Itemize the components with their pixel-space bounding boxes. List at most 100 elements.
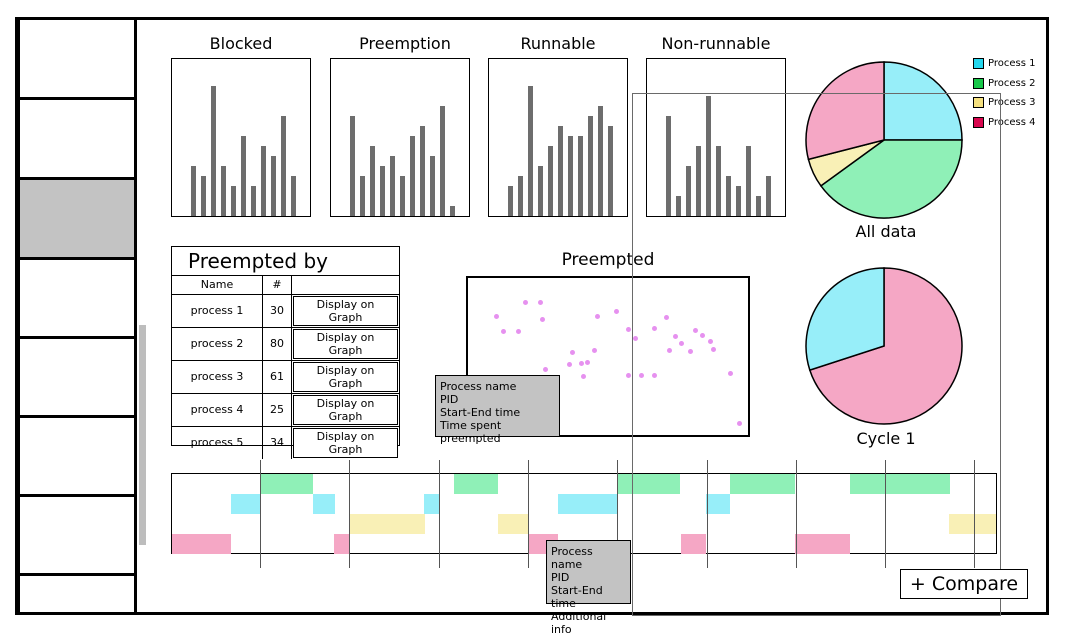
histogram-bar [766, 176, 771, 216]
histogram-bar [271, 156, 276, 216]
preempted-by-title: Preempted by [172, 247, 399, 276]
scatter-point[interactable] [592, 348, 597, 353]
scatter-point[interactable] [626, 327, 631, 332]
scatter-point[interactable] [570, 350, 575, 355]
histogram-bar [241, 136, 246, 216]
scatter-point[interactable] [673, 334, 678, 339]
row-action: Display on Graph [291, 293, 399, 328]
sidebar-scrollbar[interactable] [139, 325, 146, 545]
scatter-point[interactable] [664, 315, 669, 320]
pie-slice[interactable] [819, 139, 963, 219]
timeline-segment[interactable] [334, 534, 349, 554]
scatter-point[interactable] [688, 349, 693, 354]
pie-slice[interactable] [805, 267, 885, 372]
timeline-segment[interactable] [949, 514, 996, 534]
scatter-point[interactable] [667, 348, 672, 353]
scatter-point[interactable] [540, 317, 545, 322]
chart-nonrunnable[interactable] [646, 58, 786, 217]
histogram-bar [231, 186, 236, 216]
histogram-bar [598, 106, 603, 216]
pie-all-data[interactable] [804, 60, 966, 220]
timeline-tooltip: Process name PID Start-End time Addition… [546, 540, 631, 636]
timeline-tick [439, 460, 440, 568]
pie-cycle-1[interactable] [804, 266, 966, 428]
histogram-bar [726, 176, 731, 216]
timeline-segment[interactable] [313, 494, 335, 514]
scatter-point[interactable] [633, 336, 638, 341]
col-header-count: # [262, 276, 292, 295]
scatter-point[interactable] [652, 326, 657, 331]
legend-swatch-1 [973, 58, 984, 69]
row-name: process 2 [172, 326, 263, 361]
scatter-point[interactable] [543, 367, 548, 372]
timeline-segment[interactable] [850, 474, 950, 494]
sidebar-item-5[interactable] [17, 336, 137, 418]
row-name: process 5 [172, 425, 263, 459]
histogram-bar [261, 146, 266, 216]
timeline-segment[interactable] [454, 474, 498, 494]
row-count: 34 [262, 425, 292, 459]
scatter-point[interactable] [523, 300, 528, 305]
scatter-point[interactable] [494, 314, 499, 319]
pie-slice[interactable] [883, 61, 963, 141]
pie-slice[interactable] [805, 61, 885, 161]
scatter-point[interactable] [711, 347, 716, 352]
scatter-point[interactable] [700, 333, 705, 338]
sidebar-item-6[interactable] [17, 415, 137, 497]
timeline-segment[interactable] [172, 534, 231, 554]
scatter-point[interactable] [652, 373, 657, 378]
preempted-scatter[interactable] [466, 276, 750, 437]
tooltip-line: Process name [551, 545, 593, 571]
scatter-tooltip: Process name PID Start-End time Time spe… [435, 375, 560, 445]
scatter-point[interactable] [595, 314, 600, 319]
chart-preemption[interactable] [330, 58, 470, 217]
scatter-point[interactable] [708, 339, 713, 344]
timeline-segment[interactable] [498, 514, 528, 534]
main-frame [15, 17, 1049, 615]
sidebar-item-3-selected[interactable] [17, 177, 137, 260]
scatter-point[interactable] [567, 362, 572, 367]
compare-button[interactable]: + Compare [900, 569, 1028, 599]
scatter-point[interactable] [679, 341, 684, 346]
scatter-point[interactable] [585, 360, 590, 365]
timeline-segment[interactable] [795, 534, 850, 554]
sidebar-item-7[interactable] [17, 494, 137, 576]
sidebar-item-8[interactable] [17, 573, 137, 615]
display-on-graph-button[interactable]: Display on Graph [293, 427, 398, 458]
scatter-point[interactable] [581, 374, 586, 379]
scatter-point[interactable] [626, 373, 631, 378]
scatter-point[interactable] [516, 329, 521, 334]
scatter-point[interactable] [614, 309, 619, 314]
timeline-segment[interactable] [558, 494, 617, 514]
tooltip-line: Start-End time [551, 584, 603, 610]
timeline-segment[interactable] [424, 494, 439, 514]
scatter-point[interactable] [693, 328, 698, 333]
scatter-point[interactable] [538, 300, 543, 305]
sidebar-item-2[interactable] [17, 97, 137, 180]
chart-runnable[interactable] [488, 58, 628, 217]
histogram-bar [578, 136, 583, 216]
timeline-segment[interactable] [681, 534, 706, 554]
scatter-point[interactable] [737, 421, 742, 426]
sidebar-item-1[interactable] [17, 17, 137, 100]
display-on-graph-button[interactable]: Display on Graph [293, 295, 398, 326]
timeline-segment[interactable] [706, 494, 730, 514]
histogram-bar [696, 146, 701, 216]
timeline-segment[interactable] [350, 514, 425, 534]
chart-blocked[interactable] [171, 58, 311, 217]
scatter-point[interactable] [501, 329, 506, 334]
pie-slice[interactable] [808, 267, 963, 425]
sidebar-item-4[interactable] [17, 257, 137, 339]
chart-title-nonrunnable: Non-runnable [661, 34, 771, 53]
timeline-segment[interactable] [231, 494, 261, 514]
scatter-point[interactable] [639, 373, 644, 378]
preempted-by-panel: Preempted by Name # process 1 30 Display… [171, 246, 400, 459]
timeline-segment[interactable] [730, 474, 795, 494]
display-on-graph-button[interactable]: Display on Graph [293, 328, 398, 359]
scatter-point[interactable] [728, 371, 733, 376]
legend-swatch-2 [973, 78, 984, 89]
display-on-graph-button[interactable]: Display on Graph [293, 394, 398, 425]
timeline-segment[interactable] [261, 474, 313, 494]
scatter-point[interactable] [579, 361, 584, 366]
display-on-graph-button[interactable]: Display on Graph [293, 361, 398, 392]
